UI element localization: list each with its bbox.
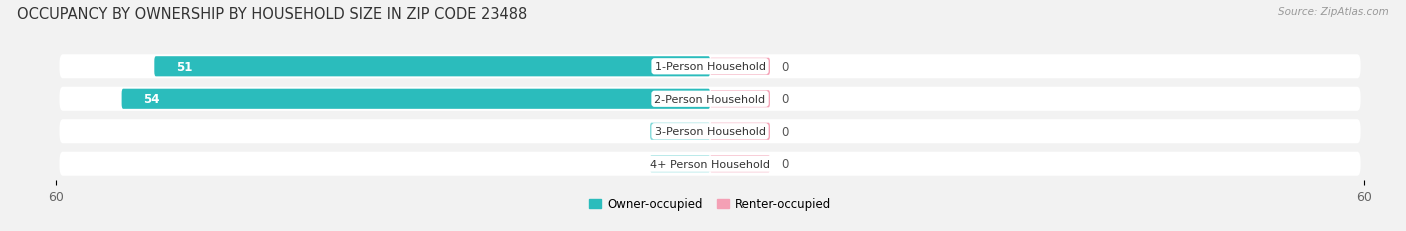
Text: 0: 0	[780, 93, 789, 106]
FancyBboxPatch shape	[59, 152, 1361, 176]
FancyBboxPatch shape	[59, 55, 1361, 79]
Text: 2-Person Household: 2-Person Household	[654, 94, 766, 104]
Text: 51: 51	[176, 61, 193, 73]
Text: 0: 0	[686, 125, 693, 138]
FancyBboxPatch shape	[710, 155, 770, 173]
Text: 0: 0	[686, 158, 693, 170]
Text: 0: 0	[780, 158, 789, 170]
FancyBboxPatch shape	[710, 91, 770, 108]
FancyBboxPatch shape	[710, 123, 770, 140]
Text: 54: 54	[143, 93, 160, 106]
Text: 1-Person Household: 1-Person Household	[655, 62, 765, 72]
FancyBboxPatch shape	[710, 58, 770, 76]
FancyBboxPatch shape	[155, 57, 710, 77]
Legend: Owner-occupied, Renter-occupied: Owner-occupied, Renter-occupied	[589, 198, 831, 210]
FancyBboxPatch shape	[122, 89, 710, 109]
Text: 0: 0	[780, 61, 789, 73]
Text: OCCUPANCY BY OWNERSHIP BY HOUSEHOLD SIZE IN ZIP CODE 23488: OCCUPANCY BY OWNERSHIP BY HOUSEHOLD SIZE…	[17, 7, 527, 22]
FancyBboxPatch shape	[650, 123, 710, 140]
Text: 4+ Person Household: 4+ Person Household	[650, 159, 770, 169]
FancyBboxPatch shape	[650, 155, 710, 173]
FancyBboxPatch shape	[59, 120, 1361, 144]
Text: Source: ZipAtlas.com: Source: ZipAtlas.com	[1278, 7, 1389, 17]
Text: 3-Person Household: 3-Person Household	[655, 127, 765, 137]
FancyBboxPatch shape	[59, 87, 1361, 111]
Text: 0: 0	[780, 125, 789, 138]
